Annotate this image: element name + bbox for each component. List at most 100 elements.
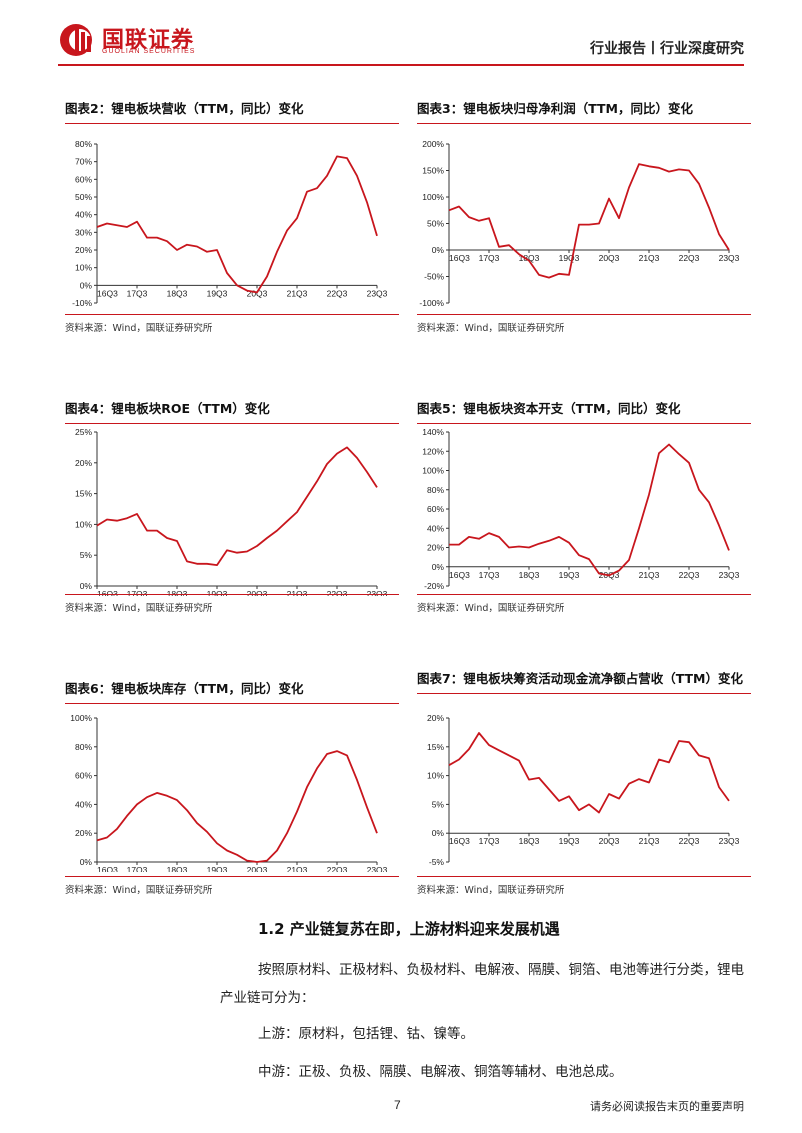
- report-category: 行业报告丨行业深度研究: [590, 41, 744, 57]
- y-tick-label: 200%: [422, 139, 444, 149]
- y-tick-label: 80%: [75, 139, 92, 149]
- x-tick-label: 19Q3: [207, 288, 228, 298]
- body-paragraph: 中游：正极、负极、隔膜、电解液、铜箔等辅材、电池总成。: [258, 1064, 623, 1080]
- x-tick-label: 19Q3: [559, 836, 580, 846]
- chart-panel-c2: 图表2：锂电板块营收（TTM，同比）变化 80% 70% 60% 50% 40% 30% 2…: [65, 100, 399, 340]
- company-logo: 国联证券 GUOLIAN SECURITIES: [58, 20, 238, 60]
- series-line: [448, 732, 730, 814]
- x-tick-label: 18Q3: [519, 253, 540, 263]
- x-tick-label: 20Q3: [599, 836, 620, 846]
- x-tick-label: 16Q3: [449, 253, 470, 263]
- y-tick-label: 20%: [75, 245, 92, 255]
- chart-title: 图表5：锂电板块资本开支（TTM，同比）变化: [417, 400, 751, 424]
- chart-title: 图表3：锂电板块归母净利润（TTM，同比）变化: [417, 100, 751, 124]
- x-tick-label: 21Q3: [639, 253, 660, 263]
- x-tick-label: 20Q3: [247, 288, 268, 298]
- y-tick-label: 40%: [75, 799, 92, 809]
- y-tick-label: 140%: [422, 427, 444, 437]
- y-tick-label: 60%: [75, 174, 92, 184]
- chart-source: 资料来源：Wind，国联证券研究所: [65, 314, 399, 334]
- y-tick-label: 25%: [75, 427, 92, 437]
- chart-title: 图表2：锂电板块营收（TTM，同比）变化: [65, 100, 399, 124]
- chart-source: 资料来源：Wind，国联证券研究所: [417, 314, 751, 334]
- x-tick-label: 16Q3: [449, 836, 470, 846]
- y-tick-label: 50%: [427, 219, 444, 229]
- y-tick-label: 20%: [75, 458, 92, 468]
- series-line: [96, 155, 378, 294]
- chart-panel-c6: 图表6：锂电板块库存（TTM，同比）变化 100% 80% 60% 40% 20% 0% 1…: [65, 680, 399, 896]
- x-tick-label: 20Q3: [247, 865, 268, 872]
- x-tick-label: 17Q3: [127, 288, 148, 298]
- x-tick-label: 17Q3: [479, 253, 500, 263]
- x-tick-label: 16Q3: [97, 865, 118, 872]
- y-tick-label: 60%: [75, 771, 92, 781]
- logo-text-en: GUOLIAN SECURITIES: [102, 48, 196, 55]
- x-tick-label: 21Q3: [287, 865, 308, 872]
- x-tick-label: 22Q3: [327, 865, 348, 872]
- body-paragraph: 上游：原材料，包括锂、钴、镍等。: [258, 1026, 474, 1042]
- section-title: 1.2 产业链复苏在即，上游材料迎来发展机遇: [258, 920, 560, 938]
- y-tick-label: 0%: [80, 857, 93, 867]
- chart-source: 资料来源：Wind，国联证券研究所: [417, 594, 751, 614]
- y-tick-label: 10%: [75, 263, 92, 273]
- x-tick-label: 18Q3: [167, 865, 188, 872]
- x-tick-label: 18Q3: [167, 589, 188, 596]
- chart-title: 图表7：锂电板块筹资活动现金流净额占营收（TTM）变化: [417, 670, 751, 694]
- y-tick-label: 80%: [75, 742, 92, 752]
- y-tick-label: 100%: [70, 713, 92, 723]
- x-tick-label: 17Q3: [479, 836, 500, 846]
- x-tick-label: 17Q3: [127, 865, 148, 872]
- x-tick-label: 23Q3: [367, 288, 388, 298]
- x-tick-label: 16Q3: [97, 589, 118, 596]
- chart-source: 资料来源：Wind，国联证券研究所: [417, 876, 751, 896]
- y-tick-label: 0%: [432, 562, 445, 572]
- y-tick-label: 150%: [422, 166, 444, 176]
- x-tick-label: 19Q3: [207, 589, 228, 596]
- x-tick-label: 22Q3: [327, 589, 348, 596]
- page-number: 7: [394, 1098, 401, 1112]
- y-tick-label: -50%: [424, 272, 444, 282]
- chart-source: 资料来源：Wind，国联证券研究所: [65, 876, 399, 896]
- x-tick-label: 22Q3: [679, 836, 700, 846]
- y-tick-label: 30%: [75, 227, 92, 237]
- chart-c6: 100% 80% 60% 40% 20% 0% 16Q3 17Q3 18Q3 19Q3 20Q3 21…: [70, 713, 387, 872]
- header-divider: [58, 64, 744, 66]
- x-tick-label: 22Q3: [679, 253, 700, 263]
- y-tick-label: -20%: [424, 581, 444, 591]
- chart-title: 图表4：锂电板块ROE（TTM）变化: [65, 400, 399, 424]
- x-tick-label: 20Q3: [599, 253, 620, 263]
- x-tick-label: 23Q3: [719, 253, 740, 263]
- x-tick-label: 18Q3: [167, 288, 188, 298]
- x-tick-label: 21Q3: [639, 836, 660, 846]
- y-tick-label: 0%: [432, 245, 445, 255]
- chart-source: 资料来源：Wind，国联证券研究所: [65, 594, 399, 614]
- footer-disclaimer: 请务必阅读报告末页的重要声明: [590, 1100, 744, 1113]
- chart-c4: 25% 20% 15% 10% 5% 0% 16Q3 17Q3 18Q3 19Q3 20Q3 21Q3…: [75, 427, 388, 596]
- chart-panel-c7: 图表7：锂电板块筹资活动现金流净额占营收（TTM）变化 20% 15% 10% 5% 0…: [417, 670, 751, 896]
- x-tick-label: 23Q3: [719, 570, 740, 580]
- y-tick-label: 50%: [75, 192, 92, 202]
- x-tick-label: 16Q3: [97, 288, 118, 298]
- y-tick-label: 0%: [432, 828, 445, 838]
- x-tick-label: 19Q3: [559, 253, 580, 263]
- x-tick-label: 21Q3: [287, 589, 308, 596]
- y-tick-label: 5%: [432, 799, 445, 809]
- x-tick-label: 17Q3: [479, 570, 500, 580]
- x-tick-label: 19Q3: [207, 865, 228, 872]
- y-tick-label: 0%: [80, 581, 93, 591]
- y-tick-label: 15%: [75, 489, 92, 499]
- logo-mark-icon: [60, 24, 92, 56]
- logo-text-cn: 国联证券: [102, 28, 195, 53]
- x-tick-label: 20Q3: [247, 589, 268, 596]
- y-tick-label: 70%: [75, 157, 92, 167]
- chart-panel-c4: 图表4：锂电板块ROE（TTM）变化 25% 20% 15% 10% 5% 0% 16Q3 1…: [65, 400, 399, 614]
- y-tick-label: 120%: [422, 446, 444, 456]
- y-tick-label: 0%: [80, 280, 93, 290]
- y-tick-label: 80%: [427, 485, 444, 495]
- y-tick-label: 20%: [427, 543, 444, 553]
- y-tick-label: 5%: [80, 550, 93, 560]
- y-tick-label: 40%: [75, 210, 92, 220]
- series-line: [449, 443, 730, 577]
- y-tick-label: -100%: [419, 298, 444, 308]
- y-tick-label: 20%: [75, 828, 92, 838]
